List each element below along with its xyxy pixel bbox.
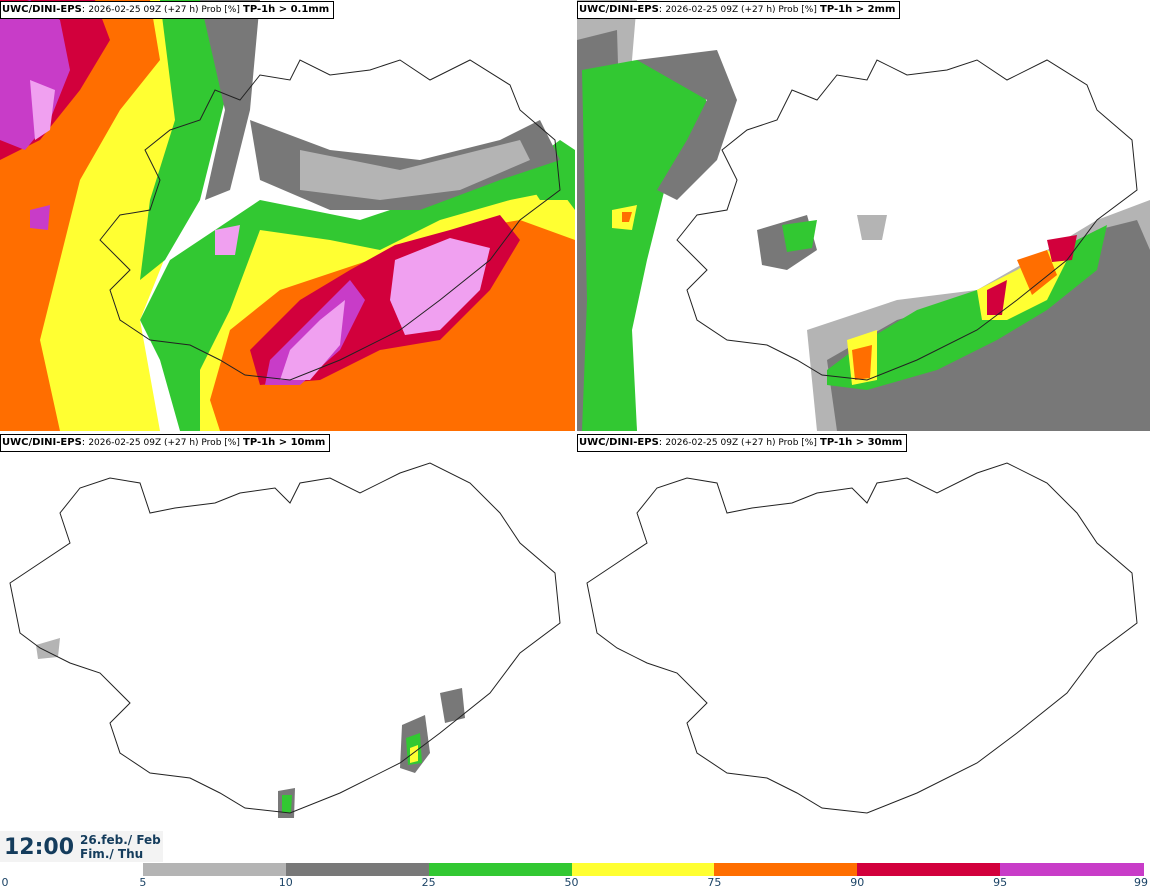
probability-map-10mm <box>0 433 575 862</box>
parameter-label: TP-1h > 30mm <box>820 437 903 448</box>
valid-date: 26.feb./ Feb Fim./ Thu <box>80 833 161 861</box>
parameter-label: TP-1h > 2mm <box>820 4 896 15</box>
panel-title: UWC/DINI-EPS: 2026-02-25 09Z (+27 h) Pro… <box>577 1 901 19</box>
colorbar-tick-label: 50 <box>564 876 579 889</box>
valid-time: 12:00 <box>4 835 75 860</box>
run-meta: 2026-02-25 09Z (+27 h) Prob [%] <box>88 438 240 448</box>
model-source: UWC/DINI-EPS <box>2 437 82 448</box>
colorbar-tick-label: 10 <box>278 876 293 889</box>
colorbar-segment <box>142 863 287 876</box>
colorbar-segment <box>714 863 859 876</box>
map-panel-tp-0-1mm: UWC/DINI-EPS: 2026-02-25 09Z (+27 h) Pro… <box>0 0 575 431</box>
probability-map-30mm <box>577 433 1150 862</box>
map-panel-tp-30mm: UWC/DINI-EPS: 2026-02-25 09Z (+27 h) Pro… <box>577 433 1150 862</box>
run-meta: 2026-02-25 09Z (+27 h) Prob [%] <box>665 5 817 15</box>
parameter-label: TP-1h > 10mm <box>243 437 326 448</box>
colorbar-segment <box>0 863 144 876</box>
colorbar-tick-label: 25 <box>421 876 436 889</box>
colorbar-tick-label: 99 <box>1134 876 1148 889</box>
parameter-label: TP-1h > 0.1mm <box>243 4 330 15</box>
colorbar-tick-label: 75 <box>707 876 722 889</box>
colorbar-segment <box>428 863 573 876</box>
colorbar-segment <box>285 863 430 876</box>
panel-title: UWC/DINI-EPS: 2026-02-25 09Z (+27 h) Pro… <box>0 434 331 452</box>
valid-time-box: 12:00 26.feb./ Feb Fim./ Thu <box>0 831 163 863</box>
probability-map-2mm <box>577 0 1150 431</box>
colorbar-segment <box>857 863 1002 876</box>
map-panel-tp-10mm: UWC/DINI-EPS: 2026-02-25 09Z (+27 h) Pro… <box>0 433 575 862</box>
colorbar-segment <box>571 863 716 876</box>
colorbar-tick-label: 90 <box>850 876 865 889</box>
valid-date-line2: Fim./ Thu <box>80 847 144 861</box>
map-panel-tp-2mm: UWC/DINI-EPS: 2026-02-25 09Z (+27 h) Pro… <box>577 0 1150 431</box>
panel-divider <box>575 0 577 862</box>
model-source: UWC/DINI-EPS <box>579 437 659 448</box>
valid-date-line1: 26.feb./ Feb <box>80 833 161 847</box>
panel-title: UWC/DINI-EPS: 2026-02-25 09Z (+27 h) Pro… <box>577 434 908 452</box>
run-meta: 2026-02-25 09Z (+27 h) Prob [%] <box>665 438 817 448</box>
probability-colorbar: 0 5 10 25 50 75 90 95 99 <box>0 862 1150 891</box>
probability-map-0-1mm <box>0 0 575 431</box>
colorbar-segment <box>1000 863 1144 876</box>
panel-title: UWC/DINI-EPS: 2026-02-25 09Z (+27 h) Pro… <box>0 1 335 19</box>
model-source: UWC/DINI-EPS <box>579 4 659 15</box>
colorbar-tick-label: 5 <box>139 876 147 889</box>
colorbar-tick-label: 95 <box>993 876 1008 889</box>
model-source: UWC/DINI-EPS <box>2 4 82 15</box>
colorbar-tick-label: 0 <box>1 876 9 889</box>
run-meta: 2026-02-25 09Z (+27 h) Prob [%] <box>88 5 240 15</box>
